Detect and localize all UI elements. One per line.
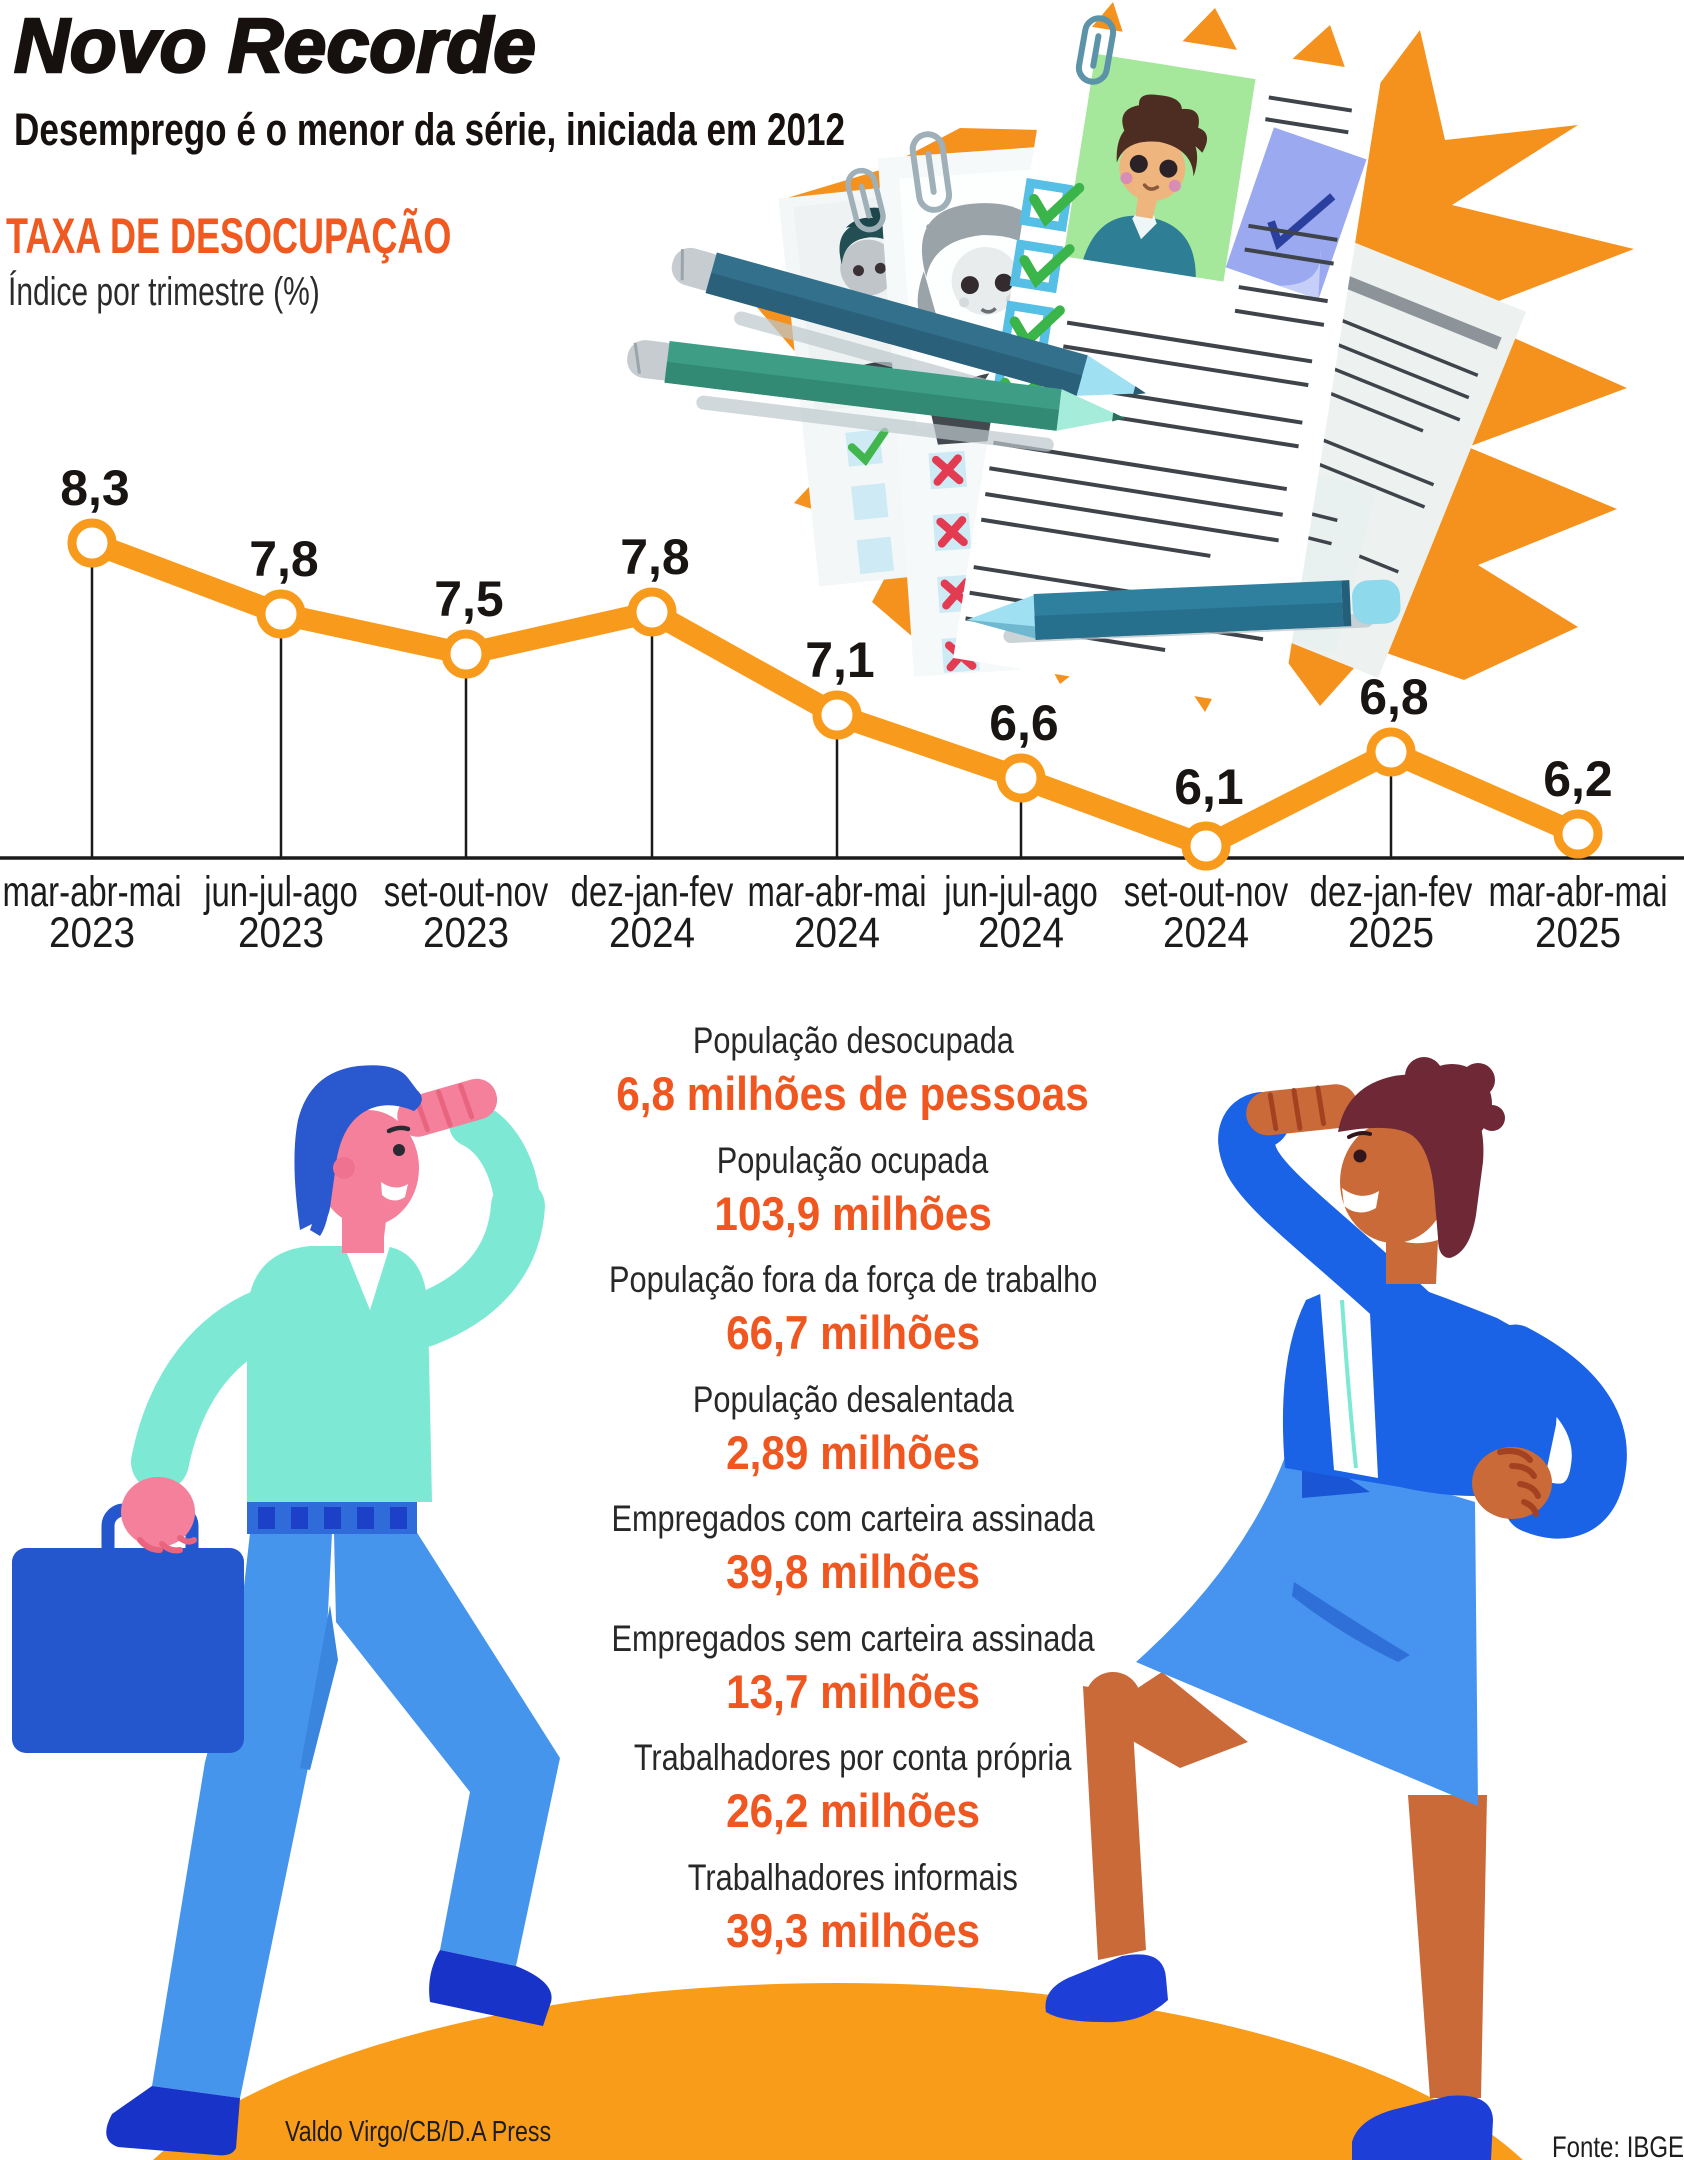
svg-text:6,8: 6,8 bbox=[1359, 669, 1429, 725]
svg-text:2023: 2023 bbox=[423, 908, 509, 956]
svg-text:2023: 2023 bbox=[49, 908, 135, 956]
svg-text:8,3: 8,3 bbox=[60, 460, 130, 516]
svg-text:6,2: 6,2 bbox=[1543, 751, 1613, 807]
svg-text:6,1: 6,1 bbox=[1174, 759, 1244, 815]
svg-text:set-out-nov: set-out-nov bbox=[1124, 868, 1288, 916]
svg-text:2024: 2024 bbox=[609, 908, 695, 956]
svg-text:2024: 2024 bbox=[978, 908, 1064, 956]
svg-text:7,8: 7,8 bbox=[620, 529, 690, 585]
svg-text:2024: 2024 bbox=[1163, 908, 1249, 956]
svg-text:mar-abr-mai: mar-abr-mai bbox=[2, 868, 181, 916]
svg-text:2023: 2023 bbox=[238, 908, 324, 956]
svg-text:2025: 2025 bbox=[1348, 908, 1434, 956]
svg-text:jun-jul-ago: jun-jul-ago bbox=[203, 868, 357, 916]
svg-text:7,8: 7,8 bbox=[249, 531, 319, 587]
svg-text:dez-jan-fev: dez-jan-fev bbox=[571, 868, 734, 916]
svg-text:2024: 2024 bbox=[794, 908, 880, 956]
svg-text:mar-abr-mai: mar-abr-mai bbox=[747, 868, 926, 916]
svg-text:jun-jul-ago: jun-jul-ago bbox=[943, 868, 1097, 916]
svg-text:7,5: 7,5 bbox=[434, 571, 504, 627]
svg-text:dez-jan-fev: dez-jan-fev bbox=[1310, 868, 1473, 916]
svg-text:mar-abr-mai: mar-abr-mai bbox=[1488, 868, 1667, 916]
svg-text:7,1: 7,1 bbox=[805, 632, 875, 688]
svg-text:6,6: 6,6 bbox=[989, 695, 1059, 751]
svg-text:2025: 2025 bbox=[1535, 908, 1621, 956]
svg-text:set-out-nov: set-out-nov bbox=[384, 868, 548, 916]
